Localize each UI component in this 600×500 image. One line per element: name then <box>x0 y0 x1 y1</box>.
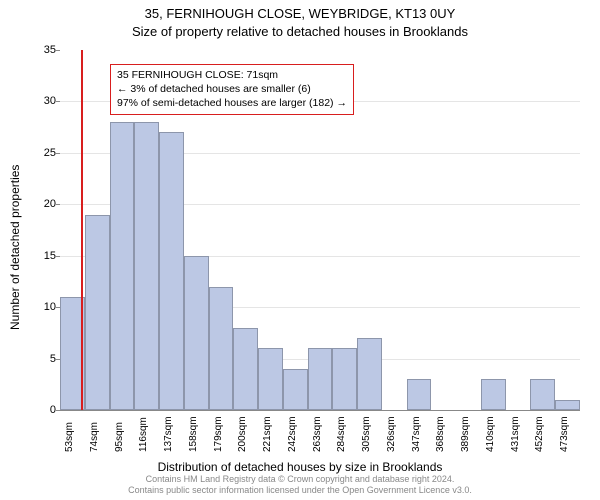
annotation-line1: 35 FERNIHOUGH CLOSE: 71sqm <box>117 68 347 82</box>
y-tick-label: 35 <box>44 44 56 56</box>
x-tick-label: 95sqm <box>114 422 125 452</box>
histogram-bar <box>233 328 258 410</box>
annotation-line2: ← 3% of detached houses are smaller (6) <box>117 82 347 96</box>
footer-line1: Contains HM Land Registry data © Crown c… <box>0 474 600 485</box>
x-tick-label: 347sqm <box>411 416 422 452</box>
page-title-line1: 35, FERNIHOUGH CLOSE, WEYBRIDGE, KT13 0U… <box>0 6 600 21</box>
y-tick-mark <box>56 256 60 257</box>
y-tick-label: 10 <box>44 301 56 313</box>
x-tick-label: 158sqm <box>188 416 199 452</box>
x-axis-label: Distribution of detached houses by size … <box>0 460 600 474</box>
x-tick-label: 53sqm <box>64 422 75 452</box>
y-tick-mark <box>56 204 60 205</box>
x-tick-label: 410sqm <box>485 416 496 452</box>
y-tick-mark <box>56 359 60 360</box>
x-tick-label: 389sqm <box>460 416 471 452</box>
footer-line2: Contains public sector information licen… <box>0 485 600 496</box>
property-marker-line <box>81 50 83 410</box>
y-tick-label: 30 <box>44 95 56 107</box>
x-tick-label: 116sqm <box>138 417 149 452</box>
histogram-bar <box>530 379 555 410</box>
x-tick-label: 473sqm <box>559 416 570 452</box>
histogram-bar <box>332 348 357 410</box>
x-tick-label: 305sqm <box>361 416 372 452</box>
histogram-bar <box>184 256 209 410</box>
histogram-bar <box>209 287 234 410</box>
x-tick-label: 326sqm <box>386 416 397 452</box>
histogram-chart: 35 FERNIHOUGH CLOSE: 71sqm← 3% of detach… <box>60 50 580 411</box>
y-tick-mark <box>56 101 60 102</box>
histogram-bar <box>555 400 580 410</box>
histogram-bar <box>85 215 110 410</box>
x-tick-label: 452sqm <box>534 416 545 452</box>
y-tick-label: 20 <box>44 198 56 210</box>
y-axis-label: Number of detached properties <box>8 165 22 330</box>
annotation-line3: 97% of semi-detached houses are larger (… <box>117 96 347 110</box>
x-tick-label: 200sqm <box>237 416 248 452</box>
x-tick-label: 284sqm <box>336 416 347 452</box>
x-tick-label: 137sqm <box>163 416 174 452</box>
histogram-bar <box>258 348 283 410</box>
y-tick-mark <box>56 153 60 154</box>
x-tick-label: 368sqm <box>435 416 446 452</box>
histogram-bar <box>407 379 432 410</box>
histogram-bar <box>283 369 308 410</box>
x-tick-label: 263sqm <box>312 416 323 452</box>
histogram-bar <box>308 348 333 410</box>
y-tick-mark <box>56 50 60 51</box>
histogram-bar <box>110 122 135 410</box>
x-tick-label: 242sqm <box>287 416 298 452</box>
y-tick-mark <box>56 410 60 411</box>
x-tick-label: 179sqm <box>213 416 224 452</box>
annotation-box: 35 FERNIHOUGH CLOSE: 71sqm← 3% of detach… <box>110 64 354 115</box>
histogram-bar <box>134 122 159 410</box>
histogram-bar <box>481 379 506 410</box>
x-tick-label: 221sqm <box>262 416 273 452</box>
x-tick-label: 431sqm <box>510 416 521 452</box>
histogram-bar <box>159 132 184 410</box>
y-tick-mark <box>56 307 60 308</box>
page-title-line2: Size of property relative to detached ho… <box>0 24 600 39</box>
x-tick-label: 74sqm <box>89 422 100 452</box>
footer-attribution: Contains HM Land Registry data © Crown c… <box>0 474 600 496</box>
y-tick-label: 15 <box>44 250 56 262</box>
y-tick-label: 25 <box>44 147 56 159</box>
histogram-bar <box>357 338 382 410</box>
